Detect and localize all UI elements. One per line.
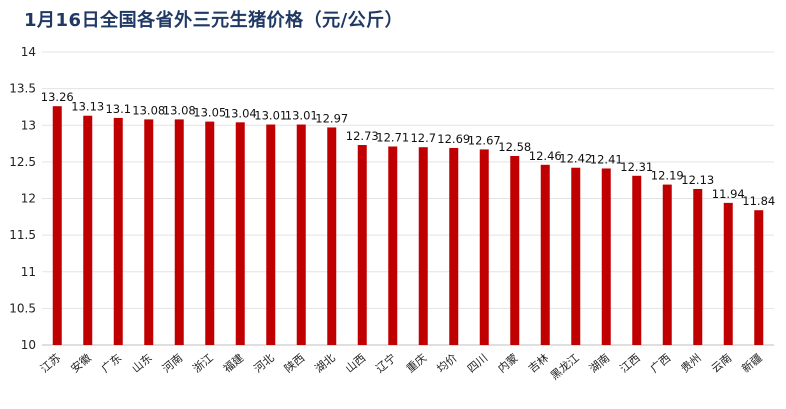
x-tick-label: 浙江 xyxy=(190,351,215,375)
y-tick-label: 11.5 xyxy=(9,228,36,242)
y-tick-label: 10 xyxy=(21,338,36,352)
bar xyxy=(296,124,306,345)
x-tick-label: 湖北 xyxy=(312,351,337,375)
data-label: 12.69 xyxy=(437,132,470,146)
y-tick-label: 13 xyxy=(21,118,36,132)
x-tick-label: 河南 xyxy=(160,351,185,375)
x-tick-label: 黑龙江 xyxy=(548,351,582,382)
x-axis: 江苏 安徽 广东 山东 河南 浙江 福建 河北 陕西 湖北 山西 辽宁 重庆 均价 四川 内蒙 吉林黑龙江 湖南江… xyxy=(38,351,765,383)
y-axis: 10 10.5 11 11.5 12 12.5 13 13.5 14 xyxy=(9,45,36,352)
data-label: 12.31 xyxy=(620,160,653,174)
y-tick-label: 12 xyxy=(21,192,36,206)
x-tick-label: 陕西 xyxy=(281,351,307,376)
data-label: 12.46 xyxy=(529,149,562,163)
data-label: 12.41 xyxy=(590,152,623,166)
bar xyxy=(632,175,642,345)
data-label: 13.01 xyxy=(254,109,287,123)
bar xyxy=(601,168,611,345)
data-label: 12.67 xyxy=(468,133,501,147)
chart-title: 1月16日全国各省外三元生猪价格（元/公斤） xyxy=(24,10,404,31)
x-tick-label: 广西 xyxy=(648,351,673,375)
bars xyxy=(52,106,764,346)
x-tick-label: 云南 xyxy=(709,351,734,375)
bar xyxy=(418,147,428,345)
bar xyxy=(510,156,520,345)
y-tick-label: 14 xyxy=(21,45,36,59)
data-label: 12.71 xyxy=(376,130,409,144)
data-label: 12.73 xyxy=(346,129,379,143)
bar xyxy=(235,122,245,345)
x-tick-label: 山东 xyxy=(129,351,154,375)
x-tick-label: 吉林 xyxy=(525,351,551,376)
bar xyxy=(540,164,550,345)
bar xyxy=(144,119,154,345)
data-label: 13.01 xyxy=(285,109,318,123)
data-label: 13.1 xyxy=(105,102,131,116)
data-label: 13.08 xyxy=(163,103,196,117)
data-label: 12.7 xyxy=(410,131,436,145)
data-label: 12.13 xyxy=(681,173,714,187)
data-label: 12.42 xyxy=(559,152,592,166)
x-tick-label: 湖南 xyxy=(587,351,612,375)
bar xyxy=(388,146,398,345)
data-label: 13.26 xyxy=(41,90,74,104)
x-tick-label: 江西 xyxy=(617,351,642,375)
data-label: 12.58 xyxy=(498,140,531,154)
bar xyxy=(266,124,276,345)
data-label: 13.05 xyxy=(193,106,226,120)
data-label: 13.08 xyxy=(132,103,165,117)
bar xyxy=(449,147,459,345)
x-tick-label: 重庆 xyxy=(403,351,429,376)
gridlines xyxy=(42,51,774,346)
x-tick-label: 辽宁 xyxy=(373,351,399,376)
x-tick-label: 河北 xyxy=(251,351,276,375)
y-tick-label: 13.5 xyxy=(9,82,36,96)
x-tick-label: 山西 xyxy=(343,351,368,375)
data-label: 11.94 xyxy=(712,187,745,201)
data-label: 11.84 xyxy=(742,194,775,208)
x-tick-label: 江苏 xyxy=(38,351,63,375)
bar xyxy=(205,121,215,346)
bar xyxy=(571,167,581,345)
bar xyxy=(174,119,184,345)
data-label: 13.13 xyxy=(71,100,104,114)
bar xyxy=(662,184,672,345)
x-tick-label: 广东 xyxy=(99,351,124,375)
bar xyxy=(113,117,123,345)
x-tick-label: 内蒙 xyxy=(495,351,521,376)
bar xyxy=(357,145,367,345)
y-tick-label: 12.5 xyxy=(9,155,36,169)
bar xyxy=(327,127,337,345)
x-tick-label: 贵州 xyxy=(678,351,703,375)
x-tick-label: 四川 xyxy=(465,351,490,375)
data-label: 12.97 xyxy=(315,111,348,125)
x-tick-label: 新疆 xyxy=(739,351,765,376)
y-tick-label: 11 xyxy=(21,265,36,279)
data-label: 13.04 xyxy=(224,106,257,120)
bar xyxy=(479,149,489,345)
bar xyxy=(723,202,733,345)
bar xyxy=(83,115,93,345)
y-tick-label: 10.5 xyxy=(9,301,36,315)
bar xyxy=(754,210,764,345)
data-label: 12.19 xyxy=(651,169,684,183)
x-tick-label: 安徽 xyxy=(68,351,94,376)
bar xyxy=(52,106,62,345)
bar xyxy=(693,188,703,345)
x-tick-label: 福建 xyxy=(220,351,246,376)
x-tick-label: 均价 xyxy=(434,351,459,375)
